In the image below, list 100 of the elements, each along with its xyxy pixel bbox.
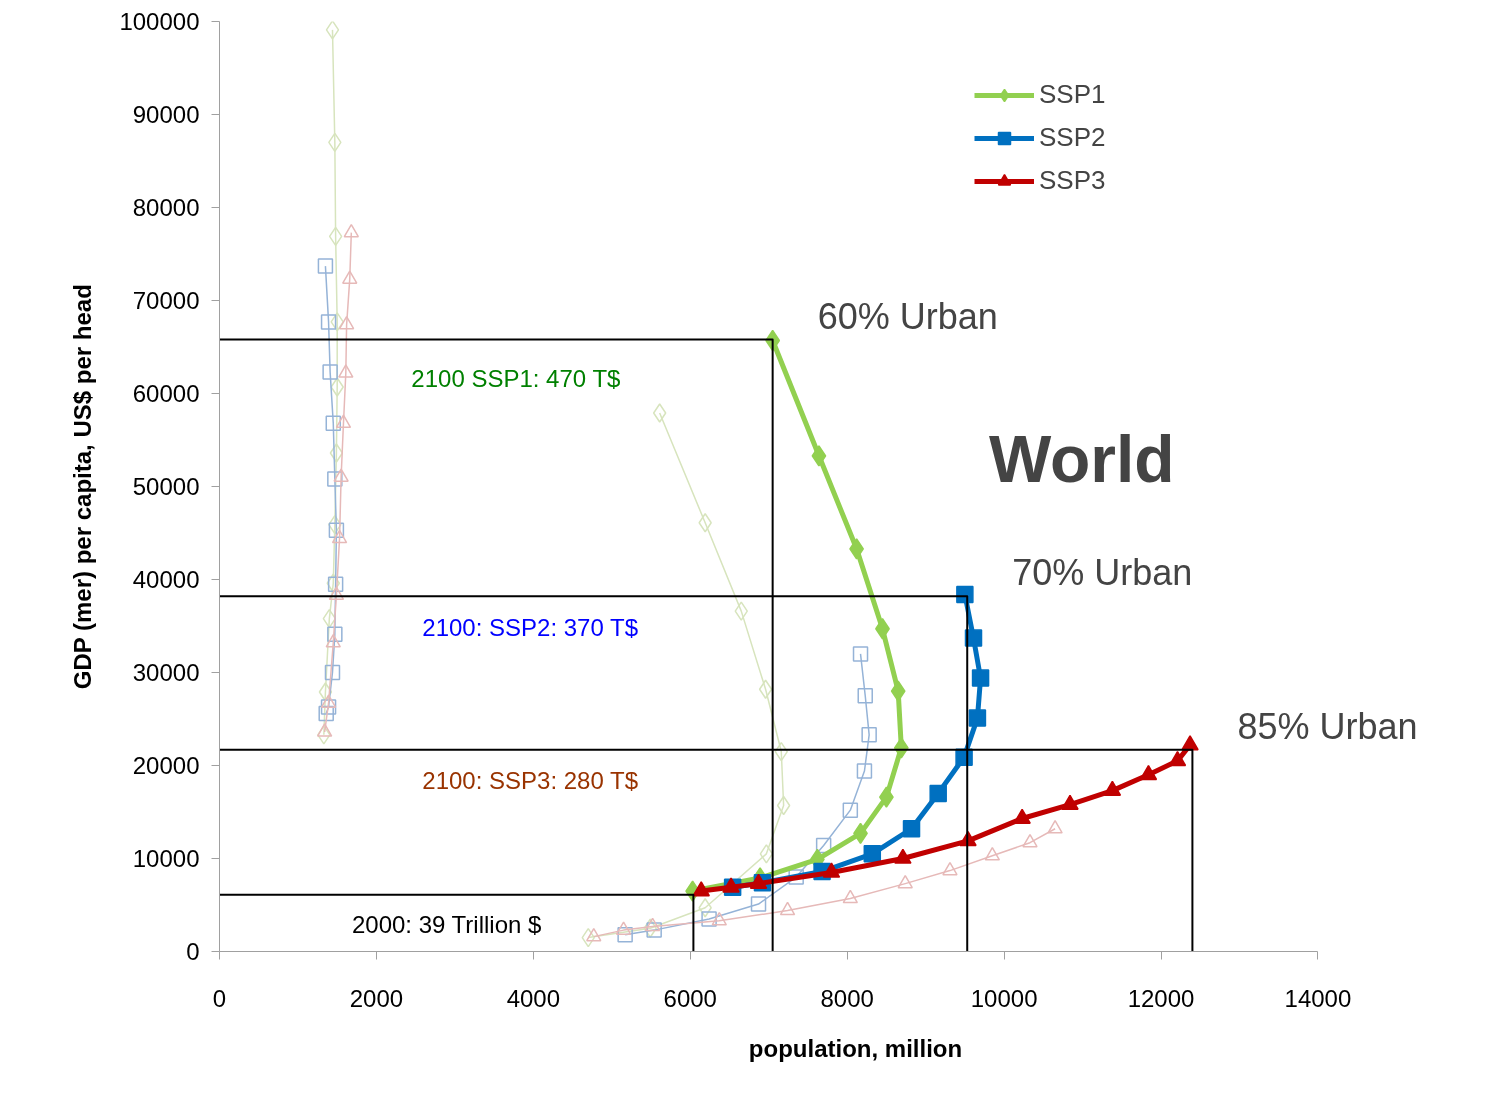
- y-tick-label: 20000: [132, 752, 200, 779]
- point: [615, 921, 632, 935]
- point: [942, 861, 958, 876]
- point: [322, 608, 337, 629]
- y-tick-label: 60000: [132, 380, 200, 407]
- point: [711, 911, 728, 926]
- y-tick-label: 50000: [132, 473, 200, 500]
- point: [1103, 780, 1122, 796]
- point: [902, 819, 921, 838]
- point: [327, 626, 343, 643]
- point: [749, 873, 768, 889]
- point: [968, 709, 987, 727]
- point: [701, 911, 717, 927]
- point: [328, 522, 345, 538]
- point: [894, 848, 912, 864]
- point: [327, 471, 343, 487]
- x-axis-title: population, million: [748, 1034, 963, 1062]
- point: [929, 784, 947, 803]
- y-tick-label: 90000: [132, 101, 200, 128]
- point: [779, 901, 796, 916]
- point: [320, 694, 337, 708]
- point: [325, 21, 340, 40]
- point: [330, 312, 344, 332]
- point: [857, 688, 873, 704]
- point: [643, 918, 657, 938]
- point: [692, 881, 710, 897]
- point: [328, 586, 345, 601]
- point: [722, 877, 740, 893]
- annotation: 70% Urban: [1012, 552, 1193, 594]
- x-tick-label: 0: [212, 984, 227, 1012]
- point: [1047, 819, 1063, 834]
- point: [842, 802, 859, 818]
- point: [758, 679, 773, 699]
- point: [617, 927, 633, 943]
- point: [1168, 750, 1187, 767]
- annotation: 60% Urban: [817, 295, 998, 337]
- point: [644, 917, 661, 932]
- x-tick-label: 14000: [1284, 984, 1352, 1012]
- x-tick-label: 8000: [820, 984, 874, 1012]
- point: [861, 727, 877, 743]
- point: [646, 922, 662, 938]
- point: [1061, 794, 1079, 810]
- point: [317, 725, 331, 745]
- annotation: 2100 SSP1: 470 T$: [411, 365, 621, 393]
- point: [698, 513, 712, 533]
- annotation: 2100: SSP3: 280 T$: [422, 766, 638, 794]
- annotation: 2100: SSP2: 370 T$: [422, 614, 638, 642]
- point: [890, 680, 906, 702]
- y-tick-label: 30000: [132, 659, 200, 686]
- point: [863, 845, 882, 863]
- x-tick-label: 4000: [506, 984, 561, 1012]
- point: [776, 795, 791, 816]
- point: [329, 443, 344, 463]
- point: [581, 927, 596, 948]
- point: [320, 314, 337, 330]
- y-tick-label: 70000: [132, 287, 200, 314]
- point: [774, 741, 789, 762]
- legend-label: SSP3: [1039, 165, 1106, 196]
- point: [698, 898, 712, 918]
- x-tick-label: 10000: [970, 984, 1038, 1012]
- point: [856, 763, 873, 779]
- annotation: 85% Urban: [1237, 705, 1418, 747]
- point: [822, 862, 841, 878]
- point: [1022, 833, 1038, 848]
- x-tick-label: 2000: [349, 984, 404, 1012]
- point: [586, 927, 602, 942]
- point: [897, 874, 913, 889]
- legend-label: SSP2: [1039, 122, 1106, 153]
- point: [325, 633, 342, 648]
- point: [734, 601, 749, 621]
- point: [652, 403, 667, 423]
- y-axis-title: GDP (mer) per capita, US$ per head: [69, 284, 97, 690]
- point: [331, 529, 348, 544]
- point: [316, 723, 333, 737]
- point: [849, 538, 865, 560]
- point: [324, 664, 341, 681]
- point: [759, 844, 774, 864]
- point: [325, 415, 342, 432]
- point: [317, 258, 334, 274]
- annotation: 2000: 39 Trillion $: [351, 911, 542, 939]
- point: [1139, 764, 1158, 781]
- y-tick-label: 100000: [119, 8, 200, 35]
- y-tick-label: 80000: [132, 194, 200, 221]
- text: World: [988, 421, 1175, 496]
- point: [842, 889, 859, 904]
- point: [811, 445, 827, 467]
- point: [330, 377, 344, 397]
- point: [971, 669, 990, 687]
- point: [984, 846, 1001, 861]
- y-tick-label: 40000: [132, 566, 200, 593]
- point: [320, 699, 337, 715]
- point: [318, 682, 333, 702]
- legend-label: SSP1: [1039, 79, 1106, 110]
- x-tick-label: 6000: [663, 984, 717, 1012]
- point: [750, 896, 767, 912]
- y-tick-label: 10000: [132, 845, 200, 872]
- point: [338, 364, 354, 378]
- y-tick-label: 0: [186, 938, 200, 965]
- point: [335, 414, 352, 429]
- point: [852, 646, 869, 662]
